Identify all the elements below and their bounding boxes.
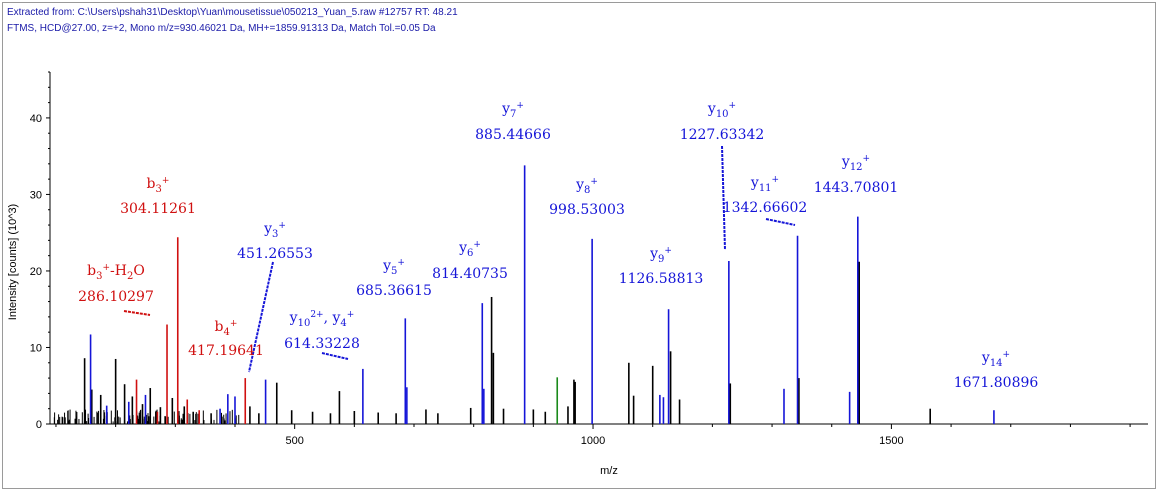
ion-label: y12+ bbox=[841, 154, 870, 173]
ion-label: y3+ bbox=[263, 221, 286, 240]
ion-mz-label: 304.11261 bbox=[120, 201, 196, 217]
ion-mz-label: 1342.66602 bbox=[723, 200, 808, 216]
y-tick-label: 40 bbox=[30, 113, 42, 125]
ion-mz-label: 286.10297 bbox=[78, 289, 154, 305]
leader-line bbox=[721, 145, 726, 251]
spectrum-peaks bbox=[53, 165, 995, 424]
ion-mz-label: 451.26553 bbox=[237, 246, 313, 262]
y-tick-label: 30 bbox=[30, 189, 42, 201]
ion-label: b3+ bbox=[147, 176, 170, 195]
ion-label: y10+ bbox=[707, 101, 736, 120]
scan-info-line: Extracted from: C:\Users\pshah31\Desktop… bbox=[7, 7, 458, 18]
ion-mz-label: 885.44666 bbox=[475, 127, 551, 143]
ion-mz-label: 1126.58813 bbox=[619, 271, 704, 287]
ion-mz-label: 1671.80896 bbox=[954, 375, 1039, 391]
scan-parameters-line: FTMS, HCD@27.00, z=+2, Mono m/z=930.4602… bbox=[7, 23, 436, 34]
ion-mz-label: 685.36615 bbox=[356, 283, 432, 299]
ion-mz-label: 1227.63342 bbox=[680, 127, 765, 143]
annotation-leaders bbox=[123, 145, 796, 373]
ion-label: y6+ bbox=[458, 240, 481, 259]
x-axis-title: m/z bbox=[600, 465, 618, 477]
x-tick-label: 500 bbox=[285, 435, 303, 447]
ion-label: y14+ bbox=[981, 350, 1010, 369]
y-tick-label: 0 bbox=[36, 419, 42, 431]
leader-line bbox=[123, 310, 151, 316]
chart-axes: 0 10 20 30 40 500 1000 1500 m/z Intensity [counts… bbox=[7, 71, 1148, 477]
leader-line bbox=[765, 218, 796, 226]
ion-mz-label: 1443.70801 bbox=[814, 180, 899, 196]
ion-label: y8+ bbox=[575, 177, 598, 196]
ion-mz-label: 814.40735 bbox=[432, 266, 508, 282]
ion-mz-label: 417.19641 bbox=[188, 343, 264, 359]
ion-label: y5+ bbox=[382, 258, 405, 277]
x-tick-label: 1500 bbox=[879, 435, 903, 447]
peak-annotations: b3+ 304.11261 b3+-H2O 286.10297 b4+ 417.19641… bbox=[78, 101, 1038, 391]
ion-label: b4+ bbox=[215, 319, 238, 338]
y-axis-title: Intensity [counts] (10^3) bbox=[7, 204, 19, 320]
leader-line bbox=[321, 352, 349, 360]
ion-label: y9+ bbox=[649, 246, 672, 265]
ion-mz-label: 998.53003 bbox=[549, 202, 625, 218]
leader-line bbox=[248, 261, 274, 373]
ion-label: y7+ bbox=[501, 101, 524, 120]
y-tick-label: 10 bbox=[30, 342, 42, 354]
x-tick-label: 1000 bbox=[581, 435, 605, 447]
ion-label: b3+-H2O bbox=[87, 263, 145, 282]
ion-label: y102+, y4+ bbox=[289, 310, 355, 329]
ion-mz-label: 614.33228 bbox=[284, 336, 360, 352]
ion-label: y11+ bbox=[750, 175, 779, 194]
y-tick-label: 20 bbox=[30, 266, 42, 278]
